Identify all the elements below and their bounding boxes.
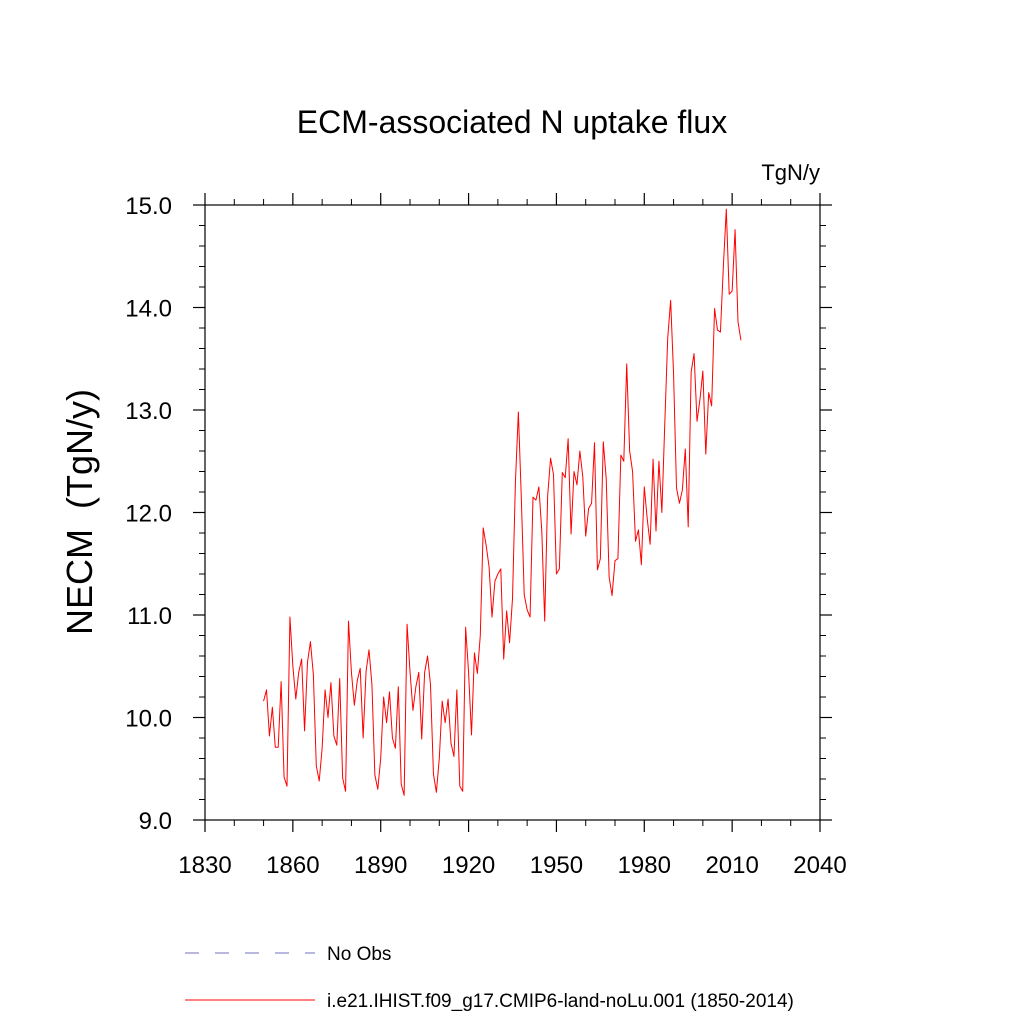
- minor-ticks: [199, 199, 826, 826]
- legend: No Obs i.e21.IHIST.f09_g17.CMIP6-land-no…: [185, 944, 794, 1012]
- x-tick-label: 1830: [178, 852, 231, 879]
- x-tick-labels: 1830 1860 1890 1920 1950 1980 2010 2040: [178, 852, 846, 879]
- plot-frame: [204, 204, 821, 821]
- x-tick-label: 2010: [705, 852, 758, 879]
- major-ticks: [193, 193, 832, 832]
- chart-title: ECM-associated N uptake flux: [297, 104, 727, 140]
- y-tick-label: 10.0: [125, 706, 172, 733]
- series-layer: [263, 208, 742, 796]
- x-tick-label: 1950: [530, 852, 583, 879]
- x-tick-label: 1890: [354, 852, 407, 879]
- y-axis-label: NECM (TgN/y): [59, 389, 100, 635]
- legend-label-model-run: i.e21.IHIST.f09_g17.CMIP6-land-noLu.001 …: [327, 991, 794, 1012]
- y-tick-label: 9.0: [139, 808, 172, 835]
- units-label: TgN/y: [761, 160, 820, 185]
- x-tick-label: 1860: [266, 852, 319, 879]
- y-tick-label: 14.0: [125, 296, 172, 323]
- series-line-model-run: [263, 208, 742, 796]
- y-tick-label: 13.0: [125, 398, 172, 425]
- x-tick-label: 1980: [618, 852, 671, 879]
- x-tick-label: 2040: [793, 852, 846, 879]
- y-tick-label: 12.0: [125, 501, 172, 528]
- y-tick-label: 11.0: [127, 603, 172, 630]
- x-tick-label: 1920: [442, 852, 495, 879]
- y-tick-labels: 9.0 10.0 11.0 12.0 13.0 14.0 15.0: [125, 193, 172, 835]
- y-tick-label: 15.0: [125, 193, 172, 220]
- legend-label-no-obs: No Obs: [327, 944, 391, 965]
